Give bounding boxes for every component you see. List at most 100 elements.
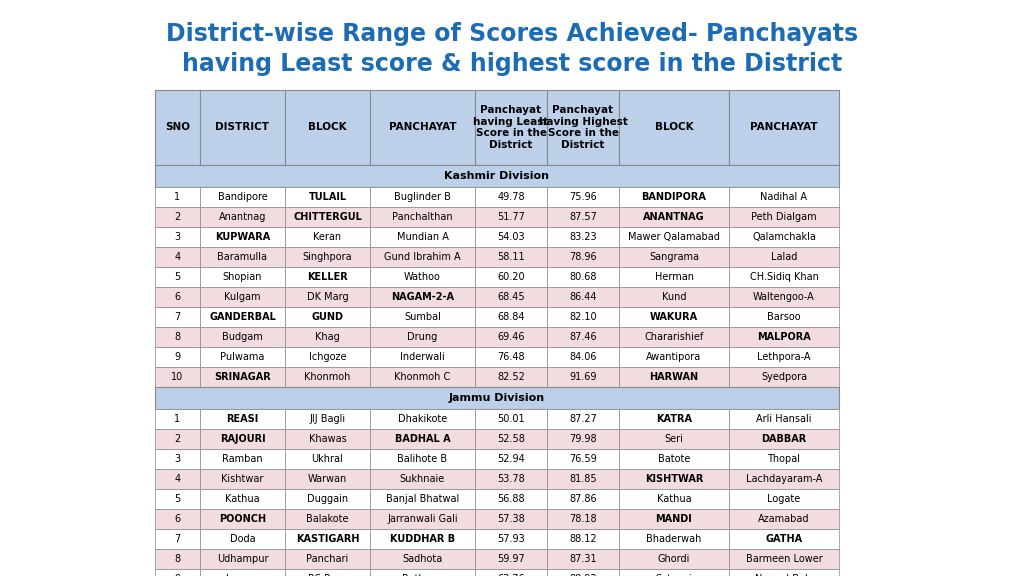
Bar [370,247,475,267]
Bar [729,489,839,509]
Text: KISHTWAR: KISHTWAR [645,474,703,484]
Bar [729,509,839,529]
Text: NAGAM-2-A: NAGAM-2-A [391,292,454,302]
Bar [475,207,547,227]
Bar [547,489,618,509]
Bar [370,569,475,576]
Text: Bandipore: Bandipore [218,192,267,202]
Text: 52.58: 52.58 [497,434,525,444]
Bar [370,367,475,387]
Text: SNO: SNO [165,123,190,132]
Text: 3: 3 [174,232,180,242]
Text: 69.46: 69.46 [498,332,524,342]
Text: Lalad: Lalad [771,252,798,262]
Text: Herman: Herman [654,272,693,282]
Bar [370,307,475,327]
Text: 68.84: 68.84 [498,312,524,322]
Bar [729,207,839,227]
Bar [200,489,285,509]
Text: Khawas: Khawas [308,434,346,444]
Text: Keran: Keran [313,232,342,242]
Bar [475,509,547,529]
Bar [475,327,547,347]
Bar [547,569,618,576]
Bar [370,549,475,569]
Text: DISTRICT: DISTRICT [215,123,269,132]
Text: Nadihal A: Nadihal A [761,192,808,202]
Bar [285,267,370,287]
Text: Sumbal: Sumbal [404,312,441,322]
Bar [618,409,729,429]
Bar [618,509,729,529]
Text: Khag: Khag [315,332,340,342]
Bar [547,247,618,267]
Bar [200,569,285,576]
Bar [547,207,618,227]
Bar [618,429,729,449]
Bar [285,469,370,489]
Bar [200,327,285,347]
Bar [285,529,370,549]
Text: 6: 6 [174,514,180,524]
Text: BANDIPORA: BANDIPORA [642,192,707,202]
Text: Kishtwar: Kishtwar [221,474,264,484]
Text: Sangrama: Sangrama [649,252,699,262]
Text: 78.18: 78.18 [569,514,597,524]
Bar [370,509,475,529]
Text: CHITTERGUL: CHITTERGUL [293,212,361,222]
Text: 91.69: 91.69 [569,372,597,382]
Text: 53.78: 53.78 [497,474,525,484]
Bar [200,367,285,387]
Bar [475,187,547,207]
Text: 9: 9 [174,352,180,362]
Text: 3: 3 [174,454,180,464]
Text: 68.45: 68.45 [498,292,525,302]
Bar [285,187,370,207]
Bar [200,267,285,287]
Bar [475,287,547,307]
Bar [155,267,200,287]
Text: 49.78: 49.78 [498,192,525,202]
Text: Buglinder B: Buglinder B [394,192,451,202]
Text: 57.93: 57.93 [497,534,525,544]
Text: 79.98: 79.98 [569,434,597,444]
Bar [547,509,618,529]
Text: KASTIGARH: KASTIGARH [296,534,359,544]
Text: Wathoo: Wathoo [404,272,441,282]
Text: 57.38: 57.38 [497,514,525,524]
Text: Awantipora: Awantipora [646,352,701,362]
Bar [475,449,547,469]
Text: Shopian: Shopian [223,272,262,282]
Bar [370,90,475,165]
Bar [285,549,370,569]
Bar [285,489,370,509]
Bar [155,367,200,387]
Bar [729,347,839,367]
Bar [285,90,370,165]
Bar [729,429,839,449]
Text: PANCHAYAT: PANCHAYAT [389,123,457,132]
Text: 7: 7 [174,534,180,544]
Bar [370,187,475,207]
Text: Sadhota: Sadhota [402,554,442,564]
Bar [547,90,618,165]
Text: 10: 10 [171,372,183,382]
Bar [285,569,370,576]
Bar [155,409,200,429]
Text: DK Marg: DK Marg [306,292,348,302]
Bar [155,509,200,529]
Bar [370,327,475,347]
Text: Kashmir Division: Kashmir Division [444,171,550,181]
Text: BLOCK: BLOCK [654,123,693,132]
Text: 4: 4 [174,252,180,262]
Bar [547,449,618,469]
Bar [475,247,547,267]
Text: TULAIL: TULAIL [308,192,346,202]
Text: Arli Hansali: Arli Hansali [757,414,812,424]
Bar [618,449,729,469]
Bar [370,347,475,367]
Bar [618,307,729,327]
Text: 8: 8 [174,332,180,342]
Text: Seri: Seri [665,434,683,444]
Text: JIJ Bagli: JIJ Bagli [309,414,345,424]
